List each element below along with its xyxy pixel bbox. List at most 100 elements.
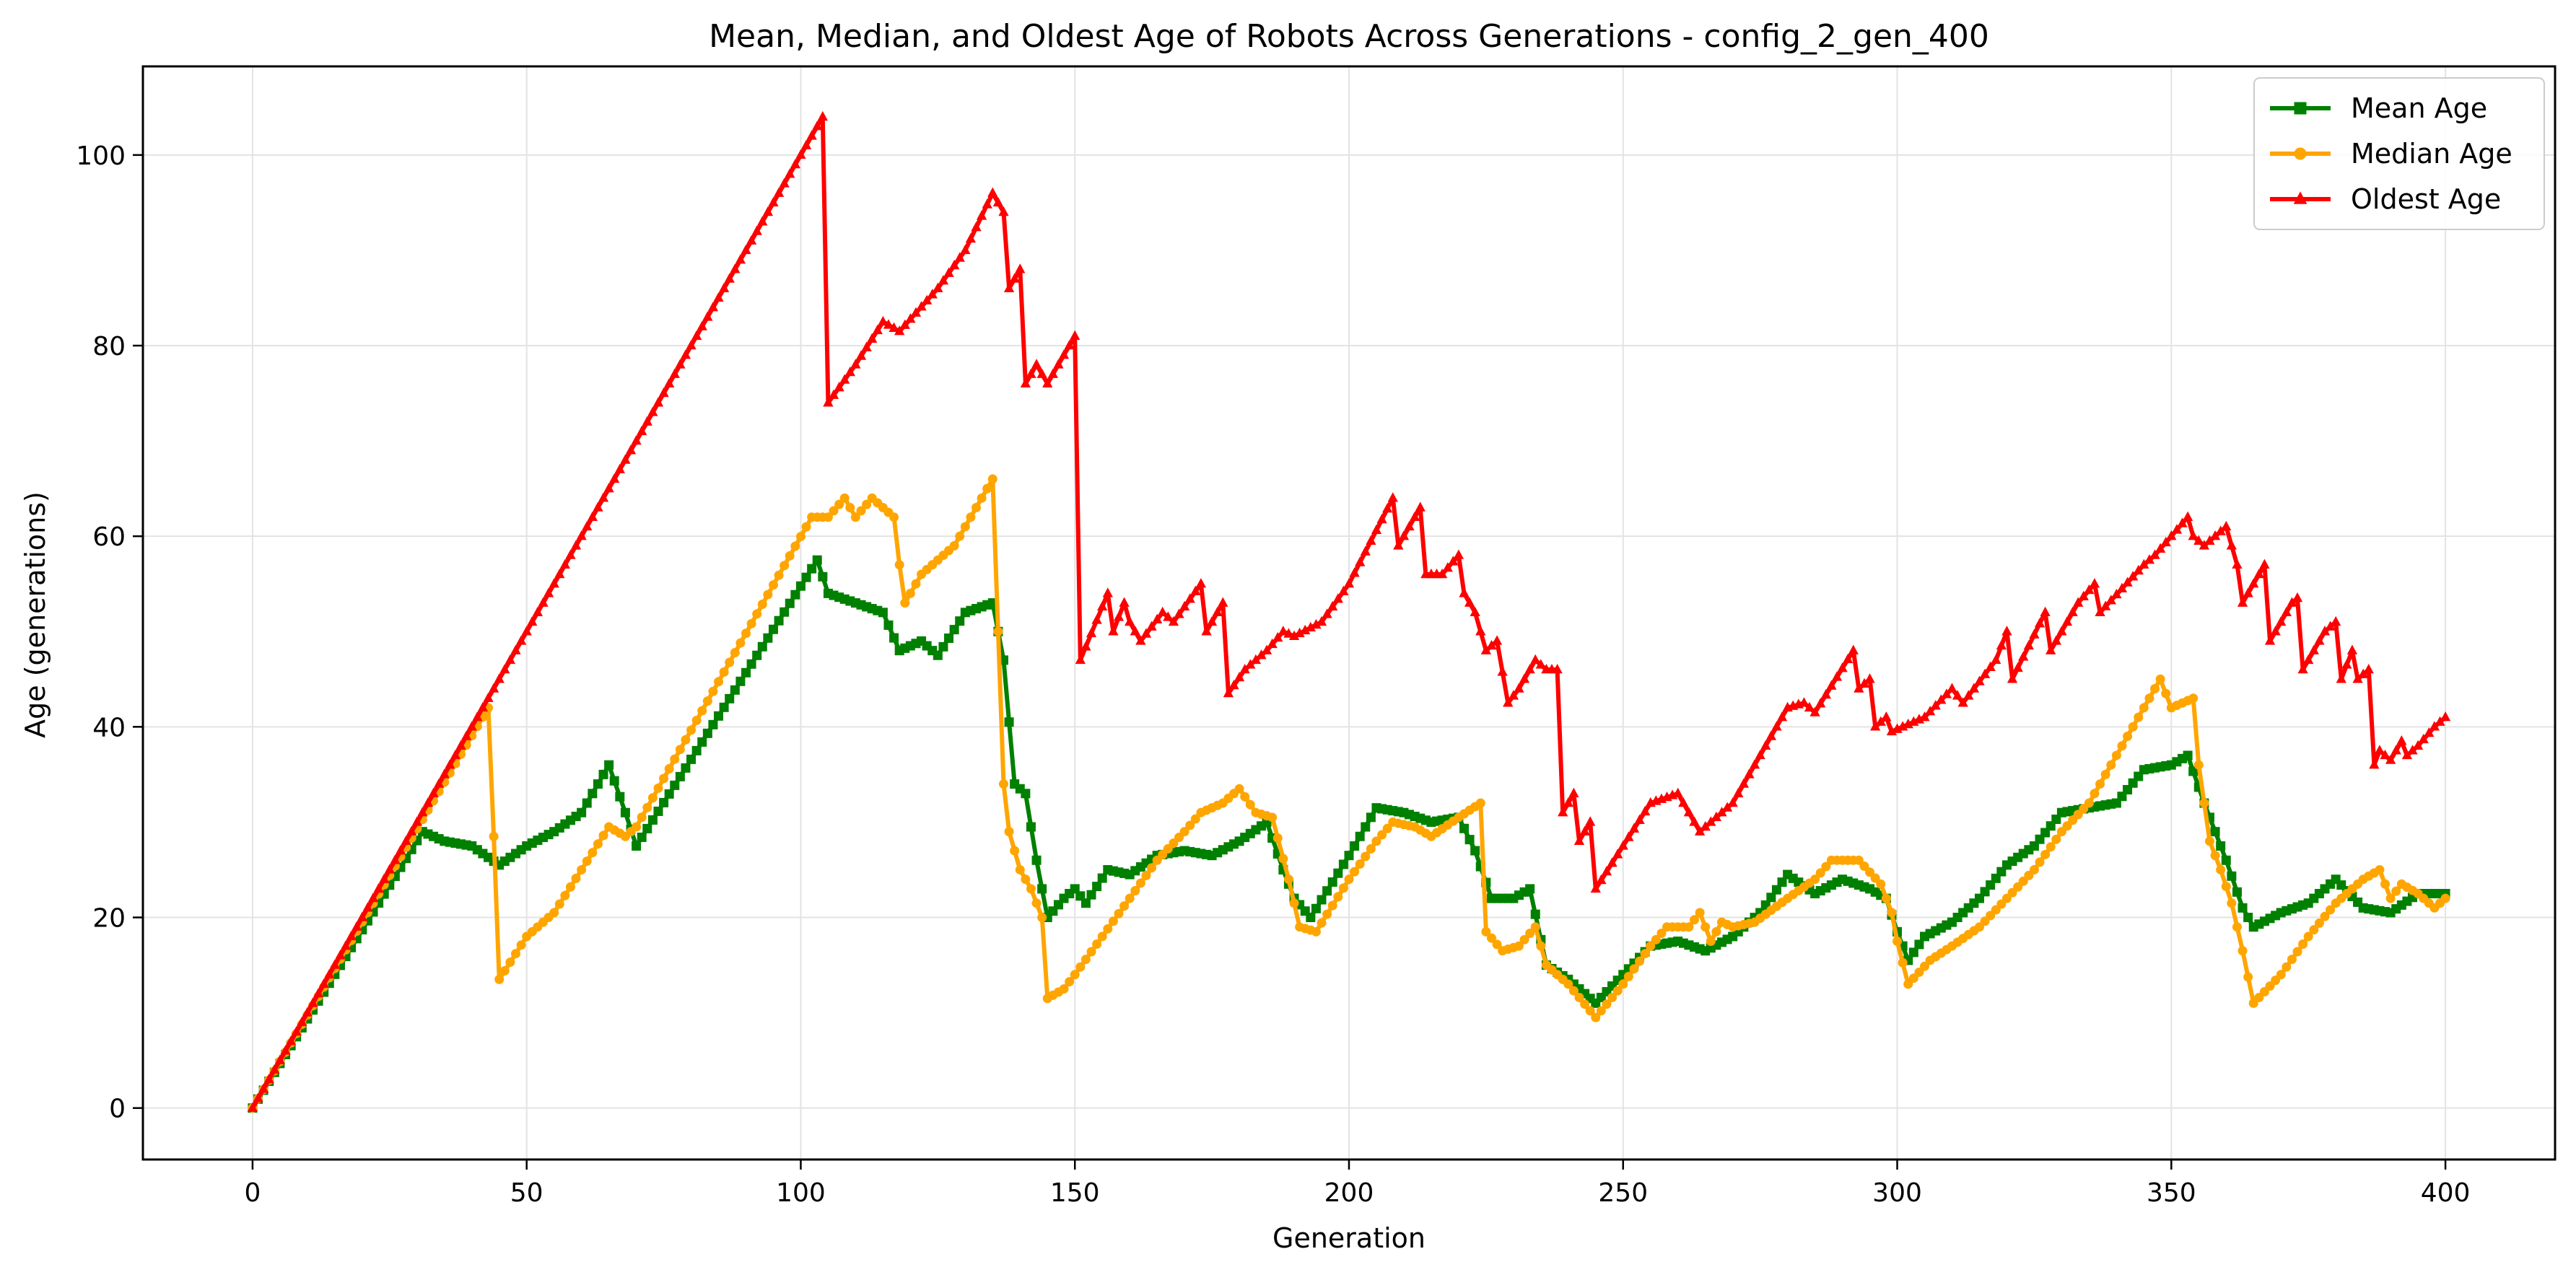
median-age-marker [1646, 941, 1656, 951]
median-age-marker [2106, 760, 2116, 770]
oldest-age-marker [1097, 600, 1108, 611]
oldest-age-marker [1711, 811, 1722, 822]
oldest-age-marker [1031, 359, 1042, 369]
mean-age-marker [714, 711, 724, 721]
oldest-age-marker [2352, 673, 2363, 683]
mean-age-marker [725, 693, 735, 703]
median-age-marker [2045, 842, 2056, 852]
y-tick-label: 100 [76, 141, 126, 171]
mean-age-marker [949, 625, 959, 635]
oldest-age-marker [2012, 662, 2023, 672]
oldest-age-marker [1596, 874, 1607, 885]
median-age-marker [571, 873, 581, 883]
oldest-age-marker [948, 259, 960, 270]
oldest-age-marker [1179, 600, 1190, 611]
median-age-marker [2134, 712, 2144, 722]
mean-age-marker [1070, 884, 1080, 894]
mean-age-marker [795, 581, 805, 591]
oldest-age-marker [1382, 503, 1393, 513]
oldest-age-marker [559, 558, 570, 569]
median-age-marker [998, 779, 1008, 789]
x-axis-ticks: 0 50 100 150 200 250 300 350 400 [244, 1160, 2470, 1208]
median-age-marker [823, 512, 833, 522]
median-age-marker [801, 522, 811, 532]
median-age-marker [972, 503, 982, 513]
oldest-age-marker [652, 397, 664, 407]
oldest-age-marker [669, 368, 680, 378]
oldest-age-marker [307, 997, 318, 1007]
oldest-age-marker [954, 252, 965, 262]
median-age-marker [1903, 979, 1913, 989]
median-age-marker [1065, 977, 1075, 987]
median-age-marker [2051, 834, 2061, 844]
oldest-age-marker [1272, 631, 1283, 642]
median-age-marker [2298, 939, 2308, 949]
oldest-age-marker [2237, 597, 2248, 607]
chart-title: Mean, Median, and Oldest Age of Robots A… [709, 18, 1989, 55]
median-age-marker [1651, 934, 1661, 944]
oldest-age-marker [768, 196, 779, 207]
median-age-marker [632, 822, 642, 832]
median-age-marker [708, 686, 718, 696]
median-age-marker [1887, 908, 1897, 918]
oldest-age-marker [1733, 787, 1744, 797]
oldest-age-marker [460, 730, 472, 740]
oldest-age-marker [1448, 556, 1459, 566]
oldest-age-marker [2001, 626, 2012, 636]
median-age-marker [1010, 846, 1020, 856]
oldest-age-marker [258, 1083, 269, 1093]
oldest-age-marker [527, 615, 538, 626]
mean-age-marker [1026, 822, 1036, 832]
oldest-age-marker [2270, 626, 2281, 636]
median-age-marker [1333, 892, 1343, 902]
oldest-age-marker [1036, 368, 1047, 378]
median-age-marker [911, 579, 921, 589]
oldest-age-marker [390, 854, 401, 864]
oldest-age-marker [1223, 687, 1234, 698]
oldest-age-marker [1130, 626, 1140, 636]
median-age-marker [2123, 732, 2133, 742]
median-age-marker [839, 493, 850, 503]
oldest-age-marker [1640, 805, 1651, 816]
oldest-age-marker [1601, 865, 1612, 876]
oldest-age-marker [313, 988, 324, 998]
mean-age-marker [1311, 903, 1321, 913]
median-age-marker [1097, 931, 1107, 942]
mean-age-marker [1464, 835, 1475, 845]
oldest-age-marker [790, 158, 801, 169]
median-age-marker [2216, 864, 2226, 874]
oldest-age-marker [324, 968, 335, 978]
oldest-age-marker [1804, 701, 1815, 712]
oldest-age-marker [455, 740, 466, 750]
oldest-age-marker [1080, 641, 1091, 651]
oldest-age-marker [1371, 524, 1382, 535]
median-age-marker [1870, 873, 1880, 883]
median-age-marker [1311, 926, 1321, 937]
oldest-age-marker [1519, 673, 1530, 683]
median-age-marker [1859, 862, 1869, 872]
oldest-age-marker [1514, 683, 1524, 693]
median-age-marker [785, 551, 795, 561]
mean-age-marker [768, 624, 778, 634]
oldest-age-marker [795, 149, 806, 159]
oldest-age-marker [1174, 608, 1184, 618]
oldest-age-marker [335, 950, 346, 960]
oldest-age-marker [1689, 816, 1700, 826]
median-age-marker [2314, 918, 2324, 928]
x-tick-label: 400 [2421, 1178, 2471, 1208]
median-age-marker [697, 706, 707, 716]
mean-age-marker [774, 615, 784, 626]
mean-age-marker [2183, 750, 2193, 760]
oldest-age-marker [812, 120, 823, 131]
oldest-age-marker [2435, 716, 2445, 726]
median-age-marker [1103, 924, 1113, 934]
mean-age-marker [1306, 913, 1316, 923]
median-age-marker [1580, 999, 1590, 1009]
x-tick-label: 150 [1050, 1178, 1100, 1208]
median-age-marker [1185, 820, 1195, 830]
oldest-age-marker [642, 416, 652, 426]
median-age-marker [2155, 674, 2165, 684]
median-age-marker [1656, 929, 1667, 939]
oldest-age-marker [1590, 882, 1601, 893]
median-age-marker [1179, 827, 1189, 837]
